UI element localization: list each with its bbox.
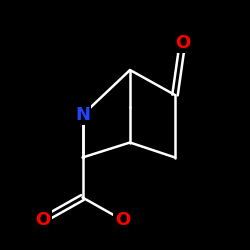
Text: N: N: [75, 106, 90, 124]
Text: O: O: [115, 211, 130, 229]
Text: O: O: [35, 211, 50, 229]
Text: O: O: [175, 34, 190, 52]
